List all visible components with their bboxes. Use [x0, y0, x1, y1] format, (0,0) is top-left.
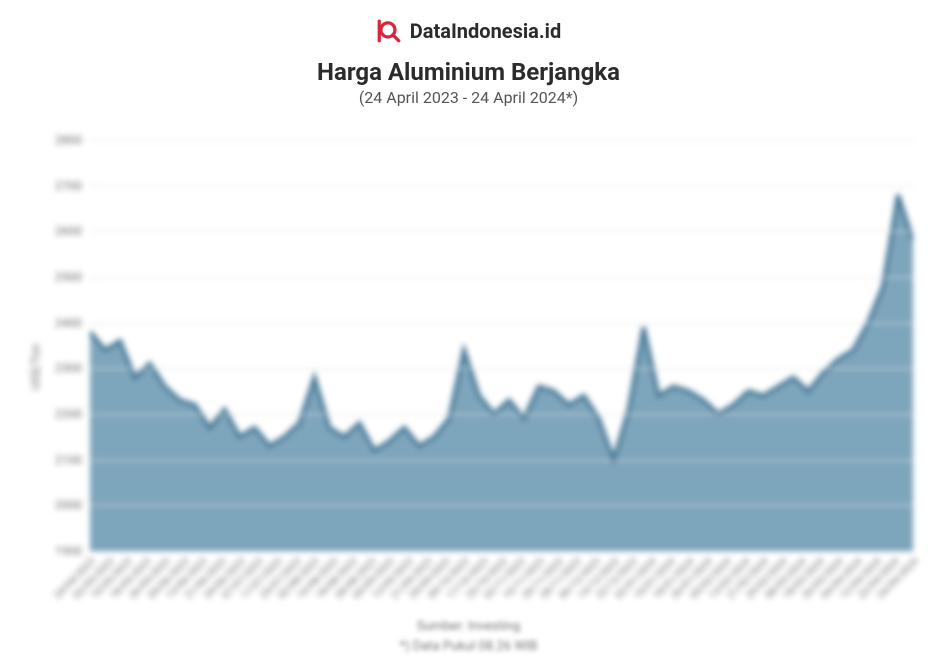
y-tick-label: 2400: [55, 316, 82, 330]
gridline: [90, 368, 913, 369]
chart-title: Harga Aluminium Berjangka: [0, 58, 937, 86]
chart-subtitle: (24 April 2023 - 24 April 2024*): [0, 88, 937, 107]
gridline: [90, 277, 913, 278]
y-tick-label: 1900: [55, 544, 82, 558]
brand-logo-icon: [376, 18, 402, 44]
y-tick-label: 2700: [55, 179, 82, 193]
chart-footer: Sumber: Investing *) Data Pukul 08.26 WI…: [0, 617, 937, 656]
y-tick-label: 2200: [55, 407, 82, 421]
x-axis: 24/04/202302/05/202310/05/202318/05/2023…: [90, 552, 913, 604]
chart-container: US$/Ton 19002000210022002300240025002600…: [30, 130, 923, 604]
y-tick-label: 2800: [55, 133, 82, 147]
area-fill: [90, 195, 913, 551]
gridline: [90, 505, 913, 506]
y-tick-label: 2500: [55, 270, 82, 284]
gridline: [90, 323, 913, 324]
brand-header: DataIndonesia.id: [0, 0, 937, 44]
y-tick-label: 2100: [55, 453, 82, 467]
gridline: [90, 460, 913, 461]
gridline: [90, 231, 913, 232]
y-axis-label: US$/Ton: [28, 344, 42, 391]
y-tick-label: 2300: [55, 361, 82, 375]
gridline: [90, 140, 913, 141]
footer-source: Sumber: Investing: [0, 617, 937, 637]
gridline: [90, 414, 913, 415]
gridline: [90, 186, 913, 187]
footer-note: *) Data Pukul 08.26 WIB: [0, 637, 937, 657]
y-tick-label: 2600: [55, 224, 82, 238]
plot-area: 1900200021002200230024002500260027002800: [90, 140, 913, 552]
area-chart-svg: [90, 140, 913, 551]
brand-text: DataIndonesia.id: [410, 19, 561, 43]
y-tick-label: 2000: [55, 498, 82, 512]
